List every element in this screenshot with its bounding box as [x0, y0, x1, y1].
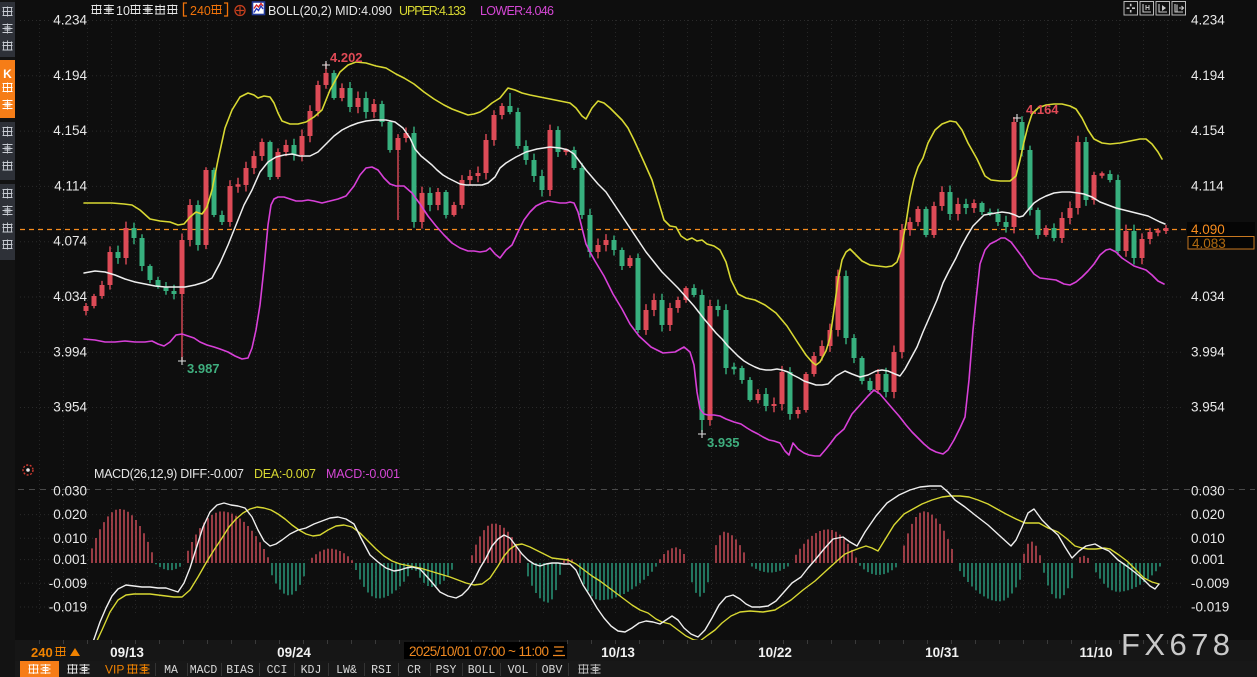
- svg-text:-0.019: -0.019: [1191, 600, 1229, 615]
- svg-text:0.010: 0.010: [53, 531, 87, 546]
- svg-text:4.074: 4.074: [53, 234, 87, 249]
- svg-text:4.083: 4.083: [1192, 236, 1226, 251]
- svg-text:3.987: 3.987: [187, 361, 220, 376]
- svg-text:FX678: FX678: [1121, 627, 1230, 662]
- svg-text:MACD(26,12,9) DIFF:-0.007: MACD(26,12,9) DIFF:-0.007: [94, 467, 244, 481]
- svg-text:4.164: 4.164: [1026, 102, 1059, 117]
- svg-text:10/13: 10/13: [601, 645, 635, 660]
- svg-text:BIAS: BIAS: [226, 664, 254, 677]
- svg-text:0.001: 0.001: [1191, 552, 1225, 567]
- svg-text:3.954: 3.954: [1191, 400, 1225, 415]
- svg-text:VIP: VIP: [105, 663, 124, 677]
- svg-text:2025/10/01 07:00 ~ 11:00: 2025/10/01 07:00 ~ 11:00: [409, 644, 549, 659]
- svg-text:KDJ: KDJ: [301, 664, 322, 677]
- svg-text:0.010: 0.010: [1191, 531, 1225, 546]
- svg-text:-0.009: -0.009: [49, 576, 87, 591]
- svg-text:CCI: CCI: [267, 664, 288, 677]
- svg-text:RSI: RSI: [371, 664, 392, 677]
- svg-text:4.154: 4.154: [53, 123, 87, 138]
- svg-text:-0.019: -0.019: [49, 600, 87, 615]
- svg-text:10: 10: [116, 4, 130, 18]
- svg-text:4.234: 4.234: [1191, 13, 1225, 28]
- svg-text:4.034: 4.034: [53, 289, 87, 304]
- svg-text:3.935: 3.935: [707, 435, 740, 450]
- svg-text:BOLL: BOLL: [468, 664, 496, 677]
- svg-text:LOWER:4.046: LOWER:4.046: [480, 4, 554, 18]
- svg-text:0.001: 0.001: [53, 552, 87, 567]
- svg-text:4.154: 4.154: [1191, 123, 1225, 138]
- svg-text:4.194: 4.194: [1191, 68, 1225, 83]
- svg-text:4.034: 4.034: [1191, 289, 1225, 304]
- svg-text:MACD: MACD: [190, 664, 218, 677]
- svg-text:11/10: 11/10: [1079, 645, 1112, 660]
- svg-text:09/13: 09/13: [110, 645, 144, 660]
- svg-text:0.030: 0.030: [53, 483, 87, 498]
- svg-text:-0.009: -0.009: [1191, 576, 1229, 591]
- svg-text:K: K: [3, 67, 12, 81]
- svg-text:3.954: 3.954: [53, 400, 87, 415]
- svg-text:CR: CR: [407, 664, 421, 677]
- svg-text:MA: MA: [164, 664, 178, 677]
- svg-text:UPPER:4.133: UPPER:4.133: [399, 4, 466, 18]
- svg-text:4.114: 4.114: [54, 178, 87, 193]
- svg-text:MACD:-0.001: MACD:-0.001: [326, 467, 400, 481]
- svg-text:240: 240: [190, 4, 211, 18]
- svg-text:3.994: 3.994: [1191, 344, 1225, 359]
- svg-text:4.114: 4.114: [1191, 178, 1224, 193]
- svg-text:4.234: 4.234: [53, 13, 87, 28]
- svg-text:0.030: 0.030: [1191, 483, 1225, 498]
- svg-text:4.202: 4.202: [330, 50, 363, 65]
- svg-text:0.020: 0.020: [1191, 507, 1225, 522]
- svg-text:DEA:-0.007: DEA:-0.007: [254, 467, 316, 481]
- svg-text:10/31: 10/31: [925, 645, 959, 660]
- svg-text:0.020: 0.020: [53, 507, 87, 522]
- svg-text:PSY: PSY: [436, 664, 457, 677]
- svg-text:240: 240: [31, 645, 53, 660]
- svg-text:OBV: OBV: [542, 664, 563, 677]
- svg-text:10/22: 10/22: [758, 645, 792, 660]
- svg-text:3.994: 3.994: [53, 344, 87, 359]
- svg-text:VOL: VOL: [508, 664, 529, 677]
- svg-text:BOLL(20,2) MID:4.090: BOLL(20,2) MID:4.090: [268, 4, 392, 18]
- svg-text:4.194: 4.194: [53, 68, 87, 83]
- svg-text:LW&: LW&: [336, 664, 357, 677]
- svg-text:09/24: 09/24: [277, 645, 311, 660]
- svg-text:4.090: 4.090: [1191, 222, 1225, 237]
